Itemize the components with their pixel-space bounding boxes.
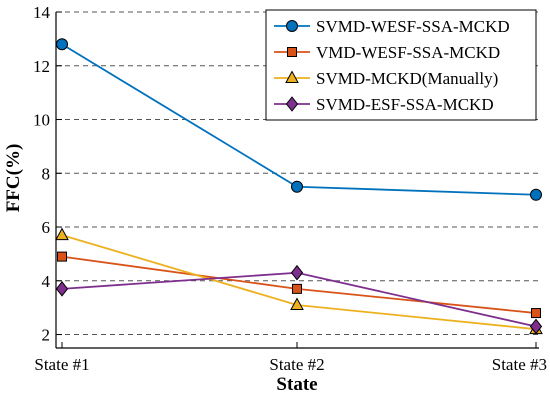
data-point: [531, 308, 541, 319]
legend-label: SVMD-WESF-SSA-MCKD: [316, 17, 510, 36]
series-1: [57, 251, 541, 319]
data-point: [55, 227, 69, 241]
y-tick-label: 2: [42, 326, 51, 345]
y-tick-label: 6: [42, 218, 51, 237]
data-point: [290, 264, 304, 281]
y-tick-labels: 2 4 6 8 10 12 14: [33, 3, 51, 345]
legend-marker: [285, 96, 299, 112]
legend: SVMD-WESF-SSA-MCKD VMD-WESF-SSA-MCKD SVMD-…: [265, 9, 537, 121]
series-3: [55, 264, 543, 335]
data-point: [57, 251, 67, 262]
legend-marker: [285, 70, 299, 83]
x-tick-label: State #2: [269, 355, 324, 374]
y-axis-title: FFC(%): [3, 144, 24, 213]
data-point: [530, 188, 542, 201]
legend-label: SVMD-ESF-SSA-MCKD: [316, 95, 494, 114]
x-tick-label: State #1: [34, 355, 89, 374]
x-axis-title: State: [276, 374, 317, 395]
legend-label: SVMD-MCKD(Manually): [316, 69, 498, 88]
y-tick-label: 10: [33, 111, 50, 130]
series-group: [55, 38, 543, 335]
axes: [55, 11, 539, 349]
y-tick-label: 4: [42, 272, 51, 291]
data-point: [290, 297, 304, 310]
y-tick-label: 12: [33, 57, 50, 76]
data-point: [291, 180, 303, 193]
y-tick-label: 8: [42, 164, 51, 183]
series-line: [61, 234, 537, 331]
series-0: [56, 38, 542, 201]
x-tick-labels: State #1 State #2 State #3: [34, 355, 547, 374]
legend-label: VMD-WESF-SSA-MCKD: [316, 43, 500, 62]
data-point: [55, 281, 69, 297]
legend-box: [265, 9, 537, 121]
legend-marker: [287, 47, 297, 57]
legend-marker: [286, 20, 298, 32]
data-point: [56, 38, 68, 51]
data-point: [292, 283, 302, 294]
data-point: [529, 318, 543, 335]
x-tick-label: State #3: [492, 355, 547, 374]
y-tick-label: 14: [33, 3, 51, 22]
